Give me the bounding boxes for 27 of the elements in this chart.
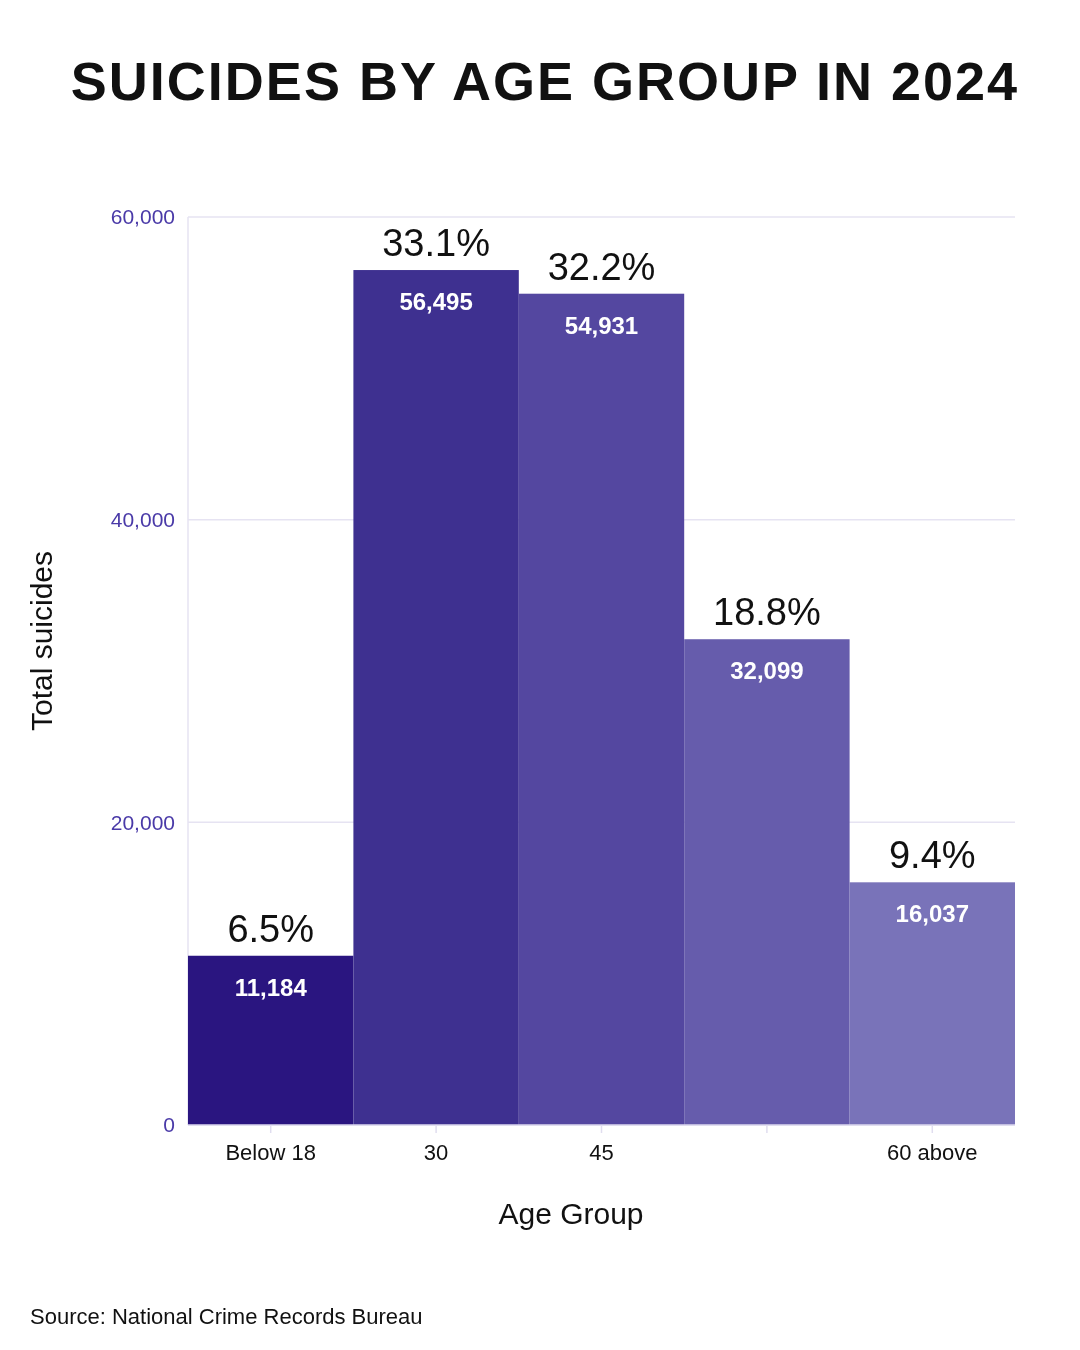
annotation: 33.1% xyxy=(382,222,490,265)
x-tick-label: 45 xyxy=(589,1140,614,1165)
bar xyxy=(849,882,1015,1125)
annotation: 9.4% xyxy=(888,834,976,877)
y-axis-title: Total suicides xyxy=(25,550,58,732)
y-tick-label: 20,000 xyxy=(110,810,175,834)
x-tick-label: Below 18 xyxy=(225,1140,316,1165)
annotation: 6.5% xyxy=(227,907,315,950)
bar xyxy=(353,270,519,1125)
data-label: 32,099 xyxy=(730,657,804,685)
bar xyxy=(684,639,850,1125)
annotation: 18.8% xyxy=(713,591,821,634)
y-tick-label: 40,000 xyxy=(110,508,175,532)
x-axis-title: Age Group xyxy=(498,1197,644,1230)
annotation: 32.2% xyxy=(547,245,656,288)
chart-title: SUICIDES BY AGE GROUP IN 2024 xyxy=(70,51,1020,111)
bar xyxy=(518,293,685,1125)
bar xyxy=(188,955,354,1125)
x-tick-label: 60 above xyxy=(887,1140,978,1165)
data-label: 11,184 xyxy=(234,973,308,1001)
data-label: 16,037 xyxy=(895,900,969,928)
data-label: 54,931 xyxy=(564,311,639,339)
y-tick-label: 60,000 xyxy=(110,205,175,229)
x-tick-label: 30 xyxy=(423,1140,449,1165)
source-note: Source: National Crime Records Bureau xyxy=(30,1304,423,1329)
data-label: 56,495 xyxy=(399,288,473,316)
y-tick-label: 0 xyxy=(163,1113,175,1137)
